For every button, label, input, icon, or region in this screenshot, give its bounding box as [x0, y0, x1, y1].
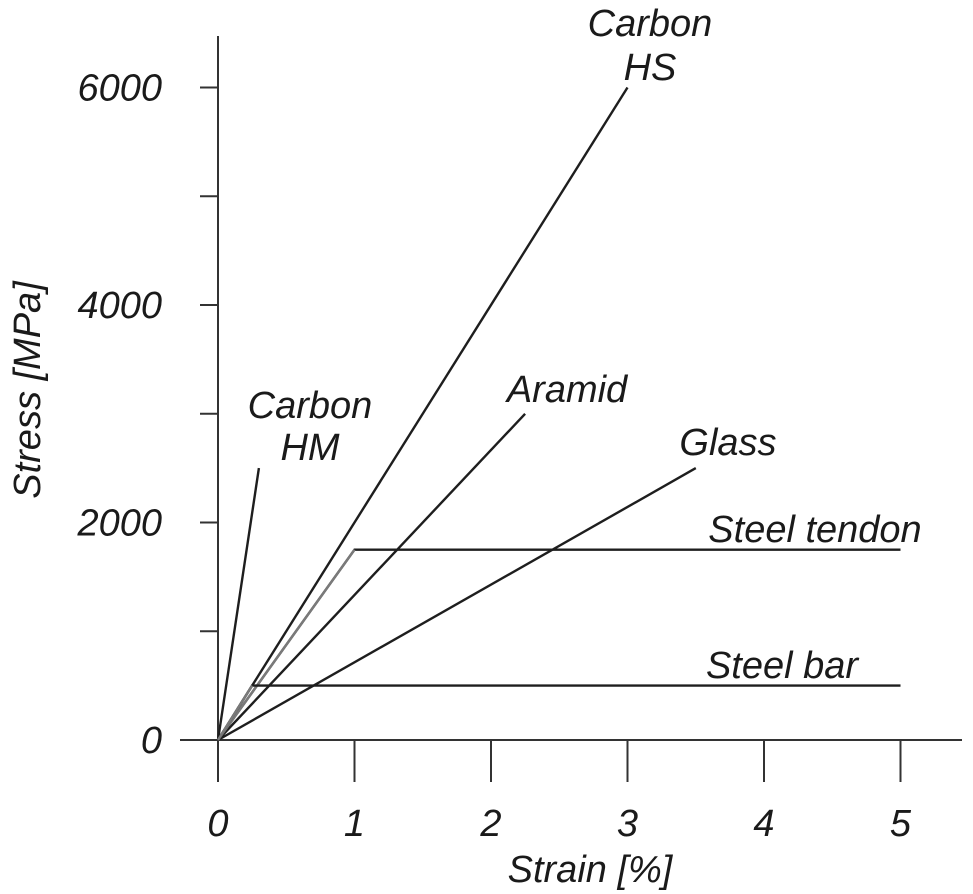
- series-label-aramid: Aramid: [505, 369, 629, 411]
- series-line-carbon-hs: [216, 86, 629, 741]
- series-label-glass: Glass: [679, 422, 776, 464]
- y-axis-title: Stress [MPa]: [7, 280, 49, 499]
- series-ramp-steel-bar: [216, 684, 254, 741]
- y-tick-label: 2000: [76, 503, 162, 545]
- series-label-steel-bar: Steel bar: [706, 645, 859, 687]
- series-lines: [216, 86, 901, 742]
- series-line-aramid: [217, 412, 526, 741]
- x-axis-title: Strain [%]: [508, 849, 674, 891]
- series-label-carbon-hm: HM: [280, 427, 339, 469]
- y-tick-label: 4000: [77, 285, 162, 327]
- axes: [180, 36, 962, 780]
- series-line-glass: [217, 467, 697, 742]
- y-tick-label: 0: [141, 720, 162, 762]
- ticks: 0 1 2 3 4 5 0 2000 4000 6000: [76, 68, 911, 846]
- x-tick-label: 5: [890, 803, 912, 845]
- x-tick-label: 4: [753, 803, 774, 845]
- x-tick-label: 0: [207, 803, 228, 845]
- series-label-carbon-hm: Carbon: [248, 385, 373, 427]
- series-ramp-steel-tendon: [217, 549, 356, 741]
- series-label-carbon-hs: Carbon: [588, 3, 713, 45]
- series-label-carbon-hs: HS: [624, 47, 677, 89]
- x-tick-label: 2: [479, 803, 501, 845]
- series-label-steel-tendon: Steel tendon: [708, 509, 921, 551]
- series-line-steel-bar: [216, 684, 901, 741]
- series-line-carbon-hm: [216, 467, 261, 741]
- x-tick-label: 3: [617, 803, 638, 845]
- y-tick-label: 6000: [77, 68, 162, 110]
- x-tick-label: 1: [344, 803, 365, 845]
